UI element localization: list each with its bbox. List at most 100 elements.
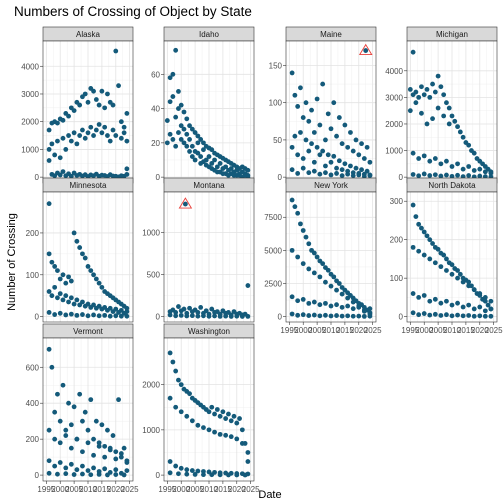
data-point	[438, 301, 443, 306]
data-point	[105, 473, 110, 478]
data-point	[441, 114, 446, 119]
data-point	[83, 256, 88, 261]
data-point	[455, 173, 460, 178]
data-point	[411, 172, 416, 177]
y-tick-label: 400	[26, 399, 40, 408]
x-tick-label: 2025	[242, 485, 260, 494]
data-point	[168, 99, 173, 104]
data-point	[66, 114, 71, 119]
y-tick-label: 50	[273, 136, 282, 145]
data-point	[298, 221, 303, 226]
data-point	[94, 128, 99, 133]
data-point	[108, 314, 113, 319]
data-point	[422, 172, 427, 177]
data-point	[66, 274, 71, 279]
data-point	[52, 464, 57, 469]
data-point	[295, 211, 300, 216]
data-point	[226, 412, 231, 417]
data-point	[173, 313, 178, 318]
data-point	[72, 108, 77, 113]
data-point	[47, 458, 52, 463]
data-point	[124, 460, 129, 465]
data-point	[438, 161, 443, 166]
data-point	[306, 241, 311, 246]
data-point	[52, 153, 57, 158]
data-point	[94, 419, 99, 424]
data-point	[301, 312, 306, 317]
data-point	[99, 422, 104, 427]
y-tick-label: 600	[26, 363, 40, 372]
data-point	[187, 391, 192, 396]
data-point	[47, 289, 52, 294]
data-point	[450, 164, 455, 169]
data-point	[97, 444, 102, 449]
data-point	[455, 313, 460, 318]
y-tick-label: 100	[269, 99, 283, 108]
data-point	[312, 300, 317, 305]
data-point	[290, 167, 295, 172]
data-point	[122, 446, 127, 451]
data-point	[317, 313, 322, 318]
data-point	[55, 392, 60, 397]
data-point	[69, 422, 74, 427]
data-point	[433, 172, 438, 177]
data-point	[466, 143, 471, 148]
data-point	[472, 287, 477, 292]
data-point	[331, 274, 336, 279]
data-point	[88, 397, 93, 402]
data-point	[195, 314, 200, 319]
data-point	[124, 309, 129, 314]
data-point	[234, 437, 239, 442]
y-tick-label: 2000	[385, 120, 403, 129]
data-point	[455, 161, 460, 166]
data-point	[173, 405, 178, 410]
y-tick-label: 4000	[21, 62, 39, 71]
data-point	[290, 198, 295, 203]
y-tick-label: 4000	[385, 67, 403, 76]
data-point	[466, 164, 471, 169]
data-point	[348, 130, 353, 135]
y-tick-label: 1000	[142, 426, 160, 435]
data-point	[119, 314, 124, 319]
data-point	[306, 119, 311, 124]
facet-panels: Alaska01000200030004000Idaho0204060Maine…	[21, 27, 503, 494]
data-point	[419, 111, 424, 116]
data-point	[124, 468, 129, 473]
data-point	[323, 164, 328, 169]
data-point	[433, 260, 438, 265]
y-tick-label: 0	[35, 173, 40, 182]
y-tick-label: 2500	[264, 280, 282, 289]
data-point	[422, 293, 427, 298]
data-point	[351, 314, 356, 319]
facet-panel-michigan: Michigan01000200030004000	[385, 27, 497, 183]
data-point	[58, 419, 63, 424]
data-point	[317, 172, 322, 177]
data-point	[209, 405, 214, 410]
data-point	[179, 103, 184, 108]
data-point	[63, 471, 68, 476]
data-point	[176, 130, 181, 135]
data-point	[340, 314, 345, 319]
data-point	[86, 100, 91, 105]
data-point	[438, 84, 443, 89]
data-point	[362, 309, 367, 314]
data-point	[74, 313, 79, 318]
data-point	[124, 139, 129, 144]
data-point	[433, 156, 438, 161]
data-point	[458, 130, 463, 135]
data-point	[312, 160, 317, 165]
data-point	[444, 173, 449, 178]
data-point	[304, 235, 309, 240]
data-point	[124, 172, 129, 177]
data-point	[97, 103, 102, 108]
data-point	[173, 48, 178, 53]
data-point	[184, 414, 189, 419]
y-tick-label: 3000	[385, 93, 403, 102]
data-point	[422, 311, 427, 316]
data-point	[477, 305, 482, 310]
data-point	[452, 119, 457, 124]
data-point	[69, 312, 74, 317]
data-point	[433, 297, 438, 302]
data-point	[331, 100, 336, 105]
